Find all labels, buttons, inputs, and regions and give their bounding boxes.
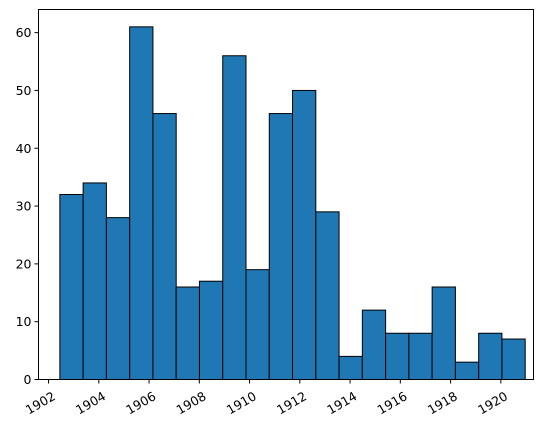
histogram-bar bbox=[59, 194, 84, 380]
x-tick-label: 1910 bbox=[224, 388, 259, 417]
x-tick-label: 1916 bbox=[375, 388, 410, 417]
bars-layer bbox=[59, 26, 526, 381]
y-tick-label: 50 bbox=[16, 83, 32, 98]
x-tick-label: 1920 bbox=[475, 388, 510, 417]
x-tick-label: 1908 bbox=[174, 388, 209, 417]
histogram-bar bbox=[292, 89, 317, 380]
histogram-bar bbox=[338, 355, 363, 381]
histogram-bar bbox=[105, 217, 131, 381]
histogram-bar bbox=[478, 332, 503, 380]
x-tick-label: 1914 bbox=[324, 388, 359, 417]
x-axis: 1902 1904 1906 1908 1910 1912 1914 1916 1918 1920 bbox=[23, 379, 510, 417]
histogram-bar bbox=[222, 55, 247, 380]
x-tick-label: 1902 bbox=[23, 388, 58, 417]
histogram-bar bbox=[408, 332, 433, 380]
plot-frame bbox=[38, 9, 534, 380]
histogram-bar bbox=[175, 286, 200, 380]
y-tick-label: 0 bbox=[24, 372, 32, 387]
histogram-bar bbox=[245, 269, 270, 380]
histogram-bar bbox=[82, 182, 107, 380]
x-tick-label: 1906 bbox=[123, 388, 158, 417]
histogram-bar bbox=[315, 211, 340, 380]
x-tick-label: 1904 bbox=[73, 388, 108, 417]
y-tick-label: 20 bbox=[16, 256, 32, 271]
histogram-bar bbox=[198, 280, 224, 380]
y-tick-label: 10 bbox=[16, 314, 32, 329]
y-tick-label: 40 bbox=[16, 141, 32, 156]
histogram-bar bbox=[501, 338, 526, 380]
histogram-bar bbox=[268, 113, 294, 380]
x-tick-label: 1912 bbox=[274, 388, 309, 417]
histogram-bar bbox=[454, 361, 480, 381]
y-tick-label: 30 bbox=[16, 199, 32, 214]
histogram-bar bbox=[431, 286, 456, 380]
y-axis: 0 10 20 30 40 50 60 bbox=[16, 25, 39, 387]
x-tick-label: 1918 bbox=[425, 388, 460, 417]
histogram-bar bbox=[129, 26, 154, 381]
y-tick-label: 60 bbox=[16, 25, 32, 40]
histogram-bar bbox=[385, 332, 410, 380]
histogram-bar bbox=[152, 113, 177, 380]
histogram-bar bbox=[361, 309, 387, 381]
